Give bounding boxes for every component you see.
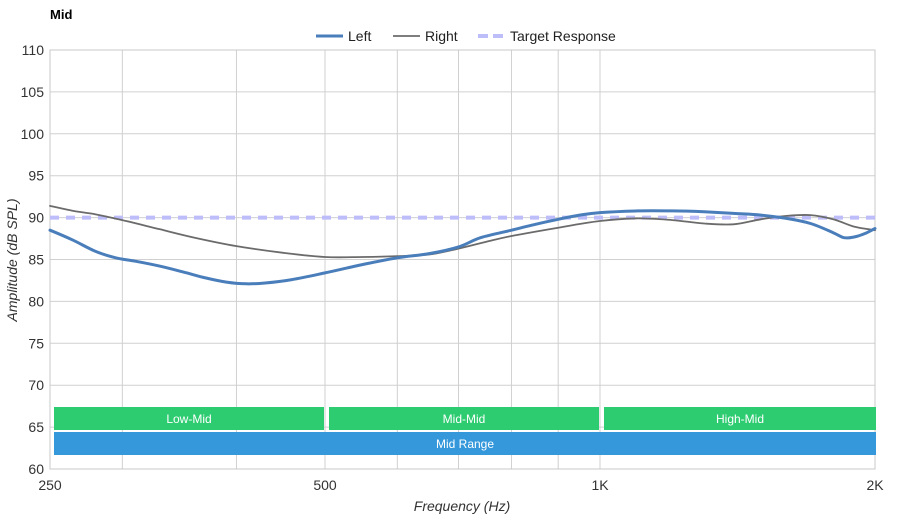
legend: Left Right Target Response	[316, 28, 616, 44]
y-tick-label: 95	[28, 168, 44, 184]
legend-label: Left	[348, 28, 371, 44]
range-band-label: High-Mid	[716, 412, 764, 426]
range-band-label: Mid Range	[436, 437, 494, 451]
y-tick-label: 70	[28, 377, 44, 393]
y-tick-label: 60	[28, 461, 44, 477]
x-tick-label: 1K	[591, 477, 609, 493]
y-tick-label: 80	[28, 293, 44, 309]
range-band	[329, 407, 599, 430]
legend-label: Target Response	[510, 28, 616, 44]
x-tick-label: 250	[38, 477, 62, 493]
x-tick-label: 2K	[866, 477, 884, 493]
range-band-label: Low-Mid	[166, 412, 211, 426]
axes: 60 65 70 75 80 85 90 95 100 105 110 250 500 1K 2K	[21, 42, 885, 493]
range-band	[54, 432, 876, 455]
y-tick-label: 75	[28, 335, 44, 351]
y-axis-label: Amplitude (dB SPL)	[4, 199, 20, 323]
legend-label: Right	[425, 28, 458, 44]
grid	[49, 49, 876, 470]
range-band	[604, 407, 876, 430]
series-lines	[48, 205, 877, 286]
range-band-label: Mid-Mid	[443, 412, 486, 426]
y-tick-label: 105	[21, 84, 45, 100]
left-series-line	[48, 209, 877, 286]
y-tick-label: 65	[28, 419, 44, 435]
y-tick-label: 85	[28, 252, 44, 268]
range-band	[54, 407, 324, 430]
chart-title: Mid	[50, 7, 72, 22]
y-tick-label: 110	[22, 42, 45, 58]
x-tick-label: 500	[313, 477, 337, 493]
range-bands: Low-Mid Mid-Mid High-Mid Mid Range	[54, 407, 876, 455]
y-tick-label: 100	[21, 126, 45, 142]
x-axis-label: Frequency (Hz)	[414, 498, 510, 514]
plot-frame	[49, 49, 876, 470]
y-tick-label: 90	[28, 210, 44, 226]
